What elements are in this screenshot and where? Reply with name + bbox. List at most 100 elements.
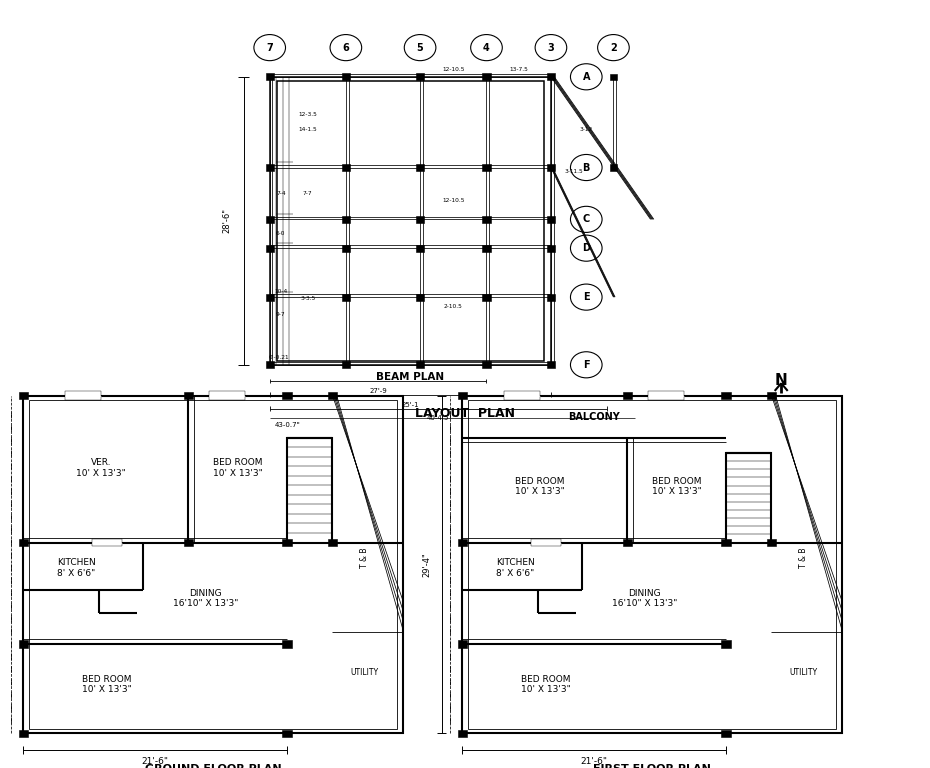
Text: 14-1.5: 14-1.5 xyxy=(299,127,317,132)
Text: BED ROOM
10' X 13'3": BED ROOM 10' X 13'3" xyxy=(521,675,571,694)
Text: 21'-6": 21'-6" xyxy=(141,757,168,766)
Bar xyxy=(504,391,540,400)
Text: UTILITY: UTILITY xyxy=(789,668,817,677)
Text: FIRST FLOOR PLAN: FIRST FLOOR PLAN xyxy=(593,764,711,768)
Bar xyxy=(341,164,350,171)
Bar xyxy=(328,538,338,546)
Bar xyxy=(547,164,555,171)
Bar xyxy=(283,730,292,737)
Text: E: E xyxy=(583,292,590,302)
Text: A: A xyxy=(582,71,590,82)
Bar xyxy=(19,538,28,546)
Bar xyxy=(468,400,836,729)
Bar xyxy=(265,245,273,252)
Bar xyxy=(622,392,631,399)
Bar xyxy=(341,245,350,252)
Bar xyxy=(458,538,467,546)
Text: 5: 5 xyxy=(417,42,423,53)
Text: UTILITY: UTILITY xyxy=(350,668,379,677)
Text: F: F xyxy=(583,359,590,370)
Text: 7-7: 7-7 xyxy=(303,191,312,196)
Text: BALCONY: BALCONY xyxy=(568,412,620,422)
Text: D: D xyxy=(582,243,591,253)
Text: BED ROOM
10' X 13'3": BED ROOM 10' X 13'3" xyxy=(82,675,132,694)
Text: 2-10.5: 2-10.5 xyxy=(444,304,463,309)
Bar xyxy=(530,539,561,545)
Text: 43-0.7": 43-0.7" xyxy=(274,422,300,428)
Bar xyxy=(265,361,273,369)
Text: 29'-4": 29'-4" xyxy=(422,552,432,577)
Text: 12-10.5: 12-10.5 xyxy=(442,197,464,203)
Text: 13-7.5: 13-7.5 xyxy=(510,67,528,71)
Text: 21'-6": 21'-6" xyxy=(580,757,607,766)
Text: 3: 3 xyxy=(548,42,554,53)
Bar xyxy=(483,361,491,369)
Bar xyxy=(265,164,273,171)
Bar xyxy=(19,392,28,399)
Bar xyxy=(283,538,292,546)
Bar xyxy=(183,392,193,399)
Text: 3-12: 3-12 xyxy=(579,127,592,132)
Text: 27'-9: 27'-9 xyxy=(369,388,387,394)
Text: 2: 2 xyxy=(610,42,617,53)
Bar xyxy=(283,640,292,647)
Text: 12-10.5: 12-10.5 xyxy=(442,67,464,71)
Bar xyxy=(276,81,544,361)
Bar xyxy=(767,538,777,546)
Text: N: N xyxy=(775,372,788,388)
Text: C: C xyxy=(583,214,590,224)
Bar xyxy=(648,391,684,400)
Bar xyxy=(547,361,555,369)
Bar xyxy=(458,640,467,647)
Bar xyxy=(65,391,101,400)
Bar xyxy=(547,216,555,223)
Text: 40-4.5: 40-4.5 xyxy=(427,415,449,422)
Bar xyxy=(722,538,731,546)
Text: LAYOUT  PLAN: LAYOUT PLAN xyxy=(415,407,515,420)
Text: BEAM PLAN: BEAM PLAN xyxy=(377,372,445,382)
Text: GROUND FLOOR PLAN: GROUND FLOOR PLAN xyxy=(145,764,281,768)
Bar xyxy=(458,730,467,737)
Bar xyxy=(483,216,491,223)
Bar xyxy=(458,392,467,399)
Text: 6-0: 6-0 xyxy=(276,231,286,237)
Text: BED ROOM
10' X 13'3": BED ROOM 10' X 13'3" xyxy=(213,458,262,478)
Text: 3-11.5: 3-11.5 xyxy=(565,169,583,174)
Bar xyxy=(341,216,350,223)
Bar xyxy=(328,392,338,399)
Bar xyxy=(483,245,491,252)
Bar xyxy=(341,293,350,300)
Bar xyxy=(19,730,28,737)
Bar xyxy=(610,74,618,80)
Bar xyxy=(265,216,273,223)
Text: 28'-6": 28'-6" xyxy=(222,208,232,233)
Bar xyxy=(722,730,731,737)
Bar xyxy=(767,392,777,399)
Bar xyxy=(341,361,350,369)
Text: B: B xyxy=(582,163,590,173)
Text: 0'-0.21: 0'-0.21 xyxy=(269,355,289,359)
Text: 10-4: 10-4 xyxy=(274,289,287,293)
Bar xyxy=(416,73,424,81)
Text: 6: 6 xyxy=(342,42,350,53)
Bar xyxy=(209,391,246,400)
Bar xyxy=(287,438,333,542)
Bar xyxy=(91,539,122,545)
Text: KITCHEN
8' X 6'6": KITCHEN 8' X 6'6" xyxy=(496,558,535,578)
Text: KITCHEN
8' X 6'6": KITCHEN 8' X 6'6" xyxy=(57,558,96,578)
Text: 25'-1: 25'-1 xyxy=(402,402,419,408)
Text: T & B: T & B xyxy=(799,548,807,568)
Bar xyxy=(23,396,403,733)
Text: 7: 7 xyxy=(266,42,273,53)
Text: VER.
10' X 13'3": VER. 10' X 13'3" xyxy=(76,458,126,478)
Text: 4: 4 xyxy=(483,42,490,53)
Bar xyxy=(265,293,273,300)
Bar xyxy=(547,73,555,81)
Bar xyxy=(722,640,731,647)
Bar xyxy=(341,73,350,81)
Bar xyxy=(726,453,772,542)
Bar xyxy=(183,538,193,546)
Bar xyxy=(29,400,397,729)
Bar xyxy=(483,293,491,300)
Bar xyxy=(622,538,631,546)
